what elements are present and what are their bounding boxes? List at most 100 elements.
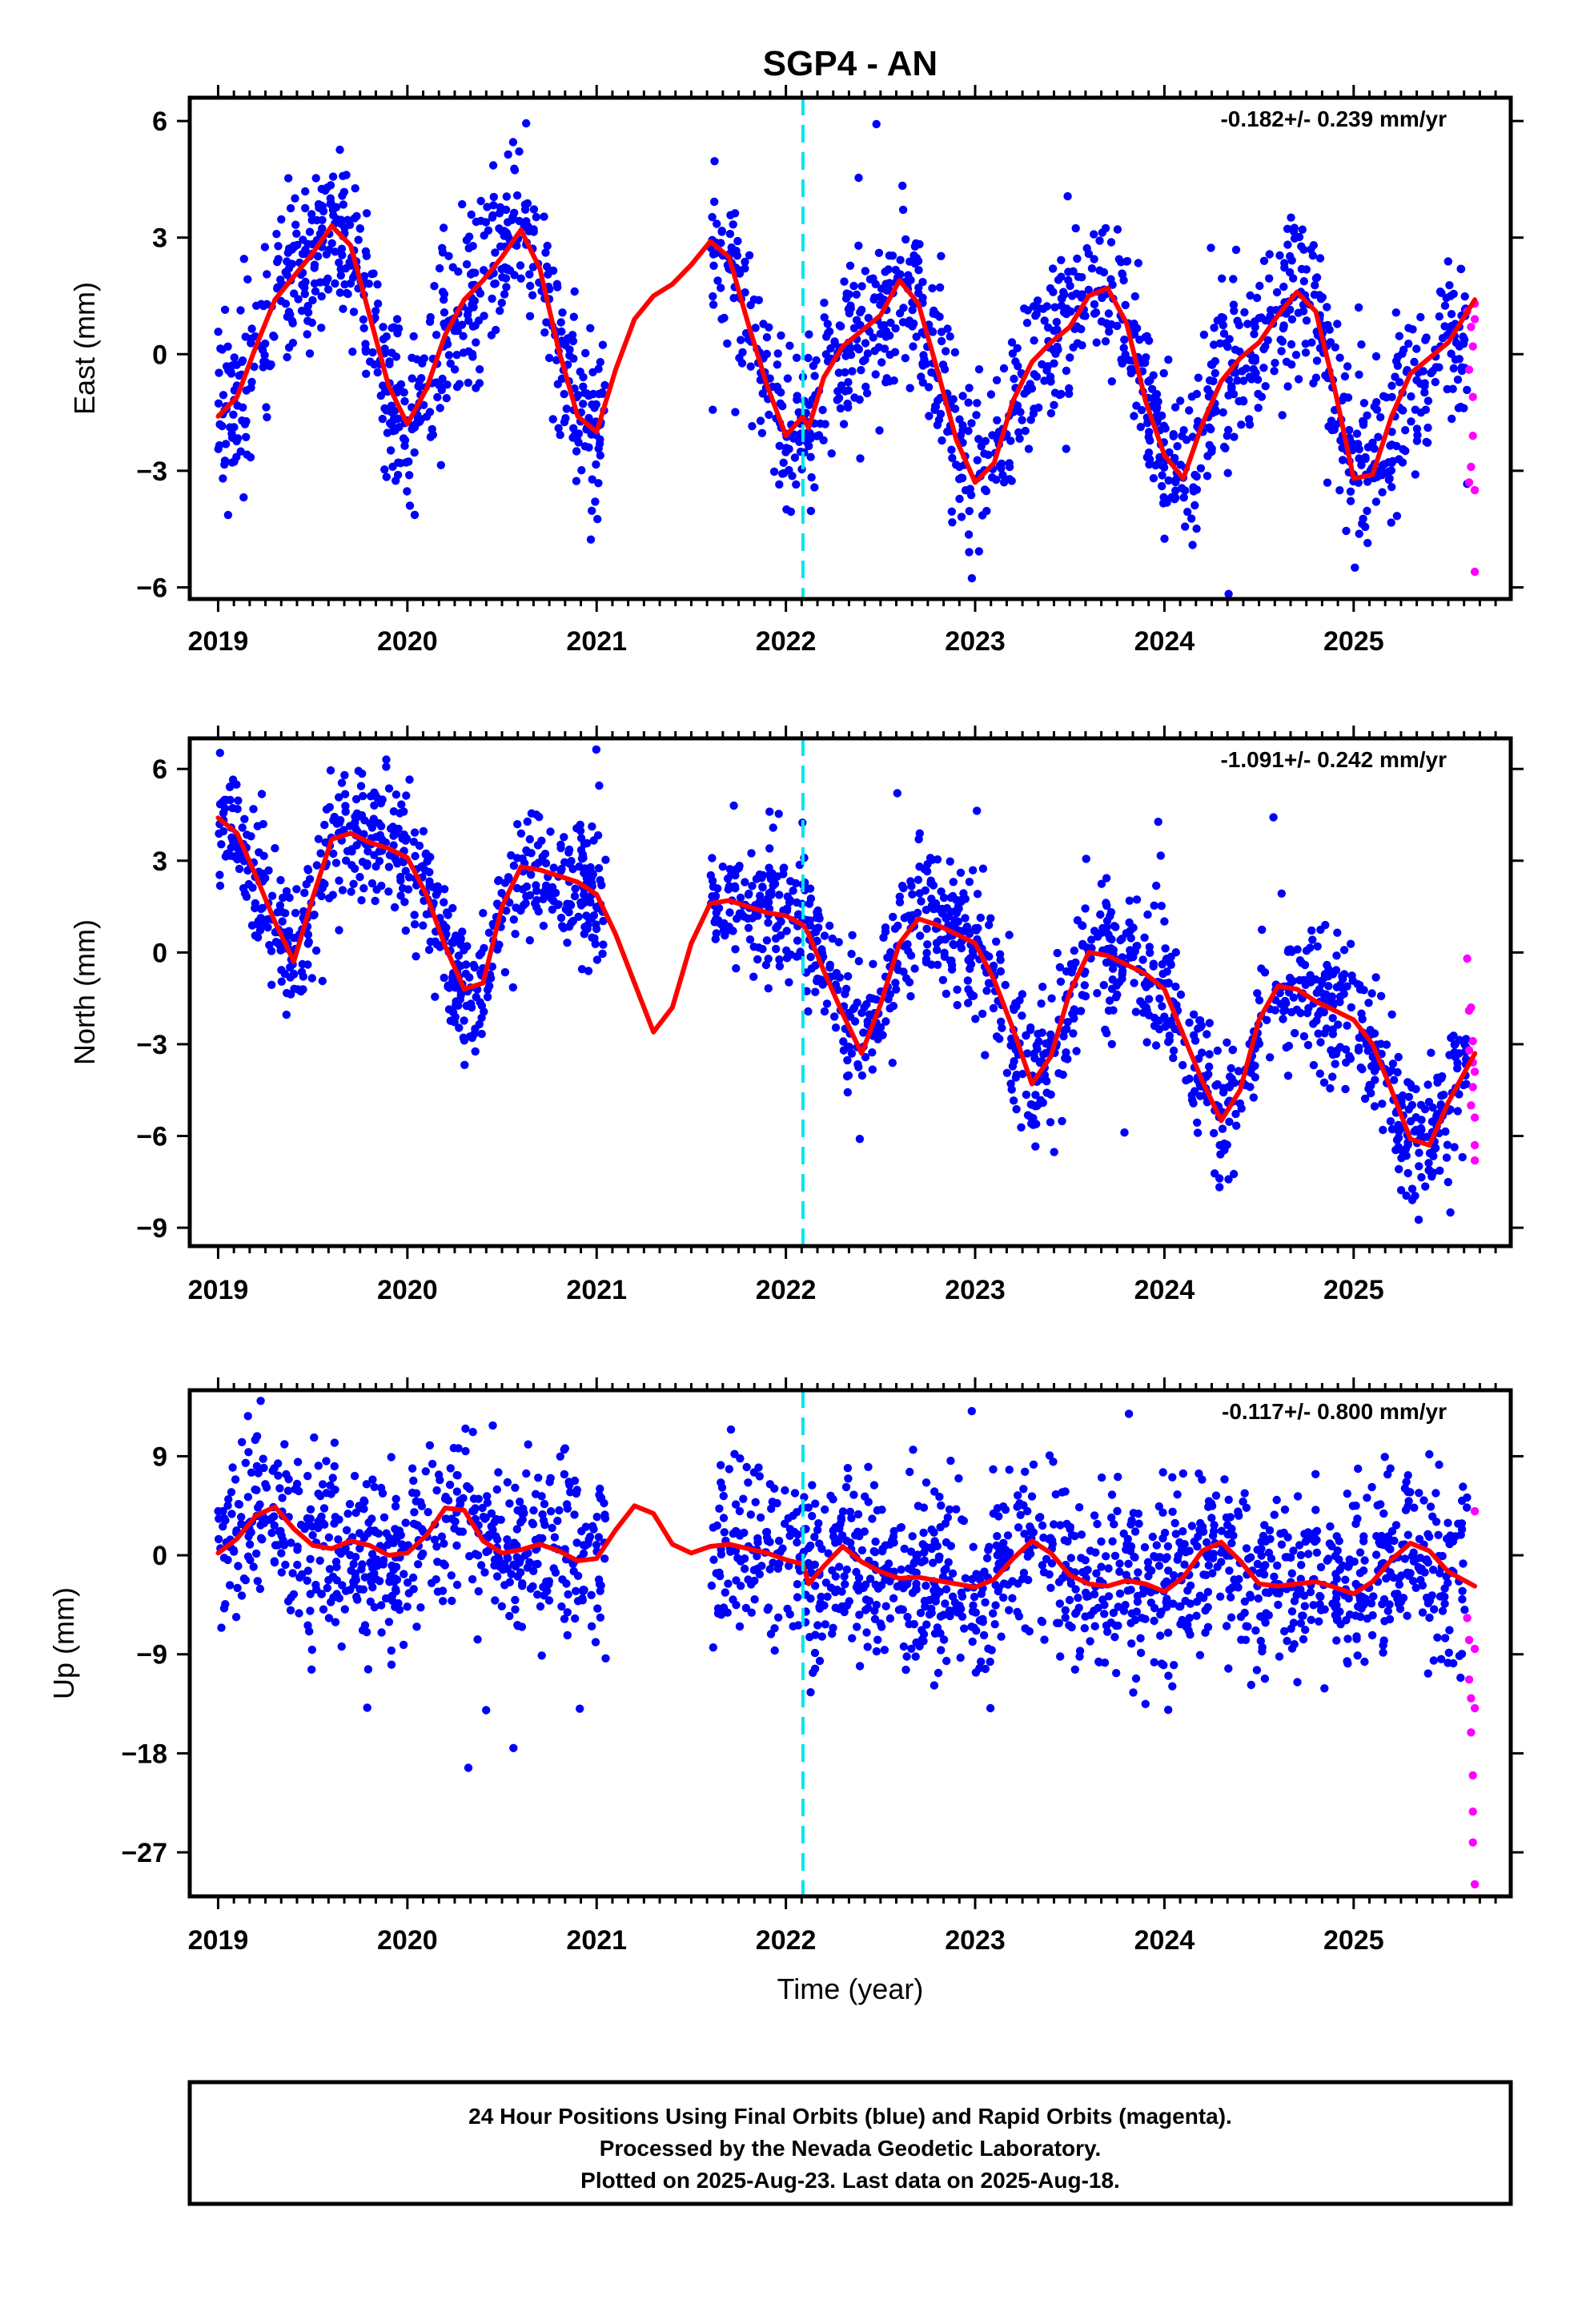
final-orbit-point (1407, 1100, 1417, 1110)
final-orbit-point (224, 366, 233, 375)
final-orbit-point (1108, 964, 1118, 973)
final-orbit-point (392, 315, 402, 324)
final-orbit-point (745, 889, 753, 899)
final-orbit-point (921, 1581, 930, 1590)
final-orbit-point (1158, 499, 1168, 508)
final-orbit-point (882, 374, 891, 383)
final-orbit-point (525, 936, 534, 945)
final-orbit-point (1265, 274, 1274, 283)
final-orbit-point (891, 324, 900, 333)
final-orbit-point (277, 215, 286, 224)
final-orbit-point (549, 863, 558, 872)
final-orbit-point (775, 962, 785, 971)
final-orbit-point (1021, 426, 1030, 436)
rapid-orbit-points (1463, 954, 1480, 1165)
final-orbit-point (1331, 1059, 1339, 1068)
final-orbit-point (249, 805, 258, 814)
final-orbit-point (1185, 1074, 1194, 1084)
final-orbit-point (1125, 896, 1134, 905)
final-orbit-point (456, 995, 464, 1004)
final-orbit-point (1328, 1072, 1337, 1081)
final-orbit-point (924, 383, 934, 392)
rapid-orbit-point (1468, 1083, 1477, 1092)
final-orbit-point (220, 460, 229, 469)
final-orbit-point (1170, 453, 1179, 463)
final-orbit-point (362, 1480, 371, 1489)
final-orbit-point (998, 471, 1007, 480)
final-orbit-point (1227, 1063, 1235, 1073)
final-orbit-point (588, 506, 596, 515)
final-orbit-point (1173, 442, 1182, 451)
final-orbit-point (585, 915, 594, 924)
final-orbit-point (377, 881, 386, 891)
final-orbit-point (542, 318, 551, 327)
final-orbit-point (1315, 254, 1325, 263)
final-orbit-point (569, 424, 578, 432)
final-orbit-point (1003, 1531, 1013, 1540)
final-orbit-point (1090, 309, 1099, 318)
final-orbit-point (577, 1526, 586, 1536)
final-orbit-point (232, 780, 241, 789)
final-orbit-point (368, 1475, 377, 1484)
final-orbit-point (299, 972, 307, 981)
final-orbit-point (943, 324, 952, 333)
final-orbit-point (777, 331, 785, 340)
final-orbit-point (1443, 1140, 1452, 1149)
final-orbit-point (1192, 485, 1202, 494)
final-orbit-point (442, 908, 452, 917)
final-orbit-point (717, 283, 725, 292)
final-orbit-point (1144, 1563, 1153, 1573)
final-orbit-point (1424, 1097, 1434, 1107)
final-orbit-point (550, 888, 559, 897)
final-orbit-point (1070, 946, 1079, 955)
final-orbit-point (559, 923, 568, 933)
final-orbit-point (942, 989, 951, 999)
final-orbit-point (1395, 378, 1404, 387)
final-orbit-point (964, 398, 973, 407)
final-orbit-point (707, 1581, 717, 1590)
final-orbit-point (923, 940, 932, 949)
final-orbit-point (762, 333, 772, 342)
final-orbit-point (479, 266, 488, 275)
final-orbit-point (252, 1462, 262, 1471)
x-tick-label: 2023 (945, 626, 1006, 657)
final-orbit-point (538, 852, 547, 862)
final-orbit-point (318, 883, 327, 893)
final-orbit-point (1430, 1605, 1439, 1614)
final-orbit-point (351, 184, 359, 193)
final-orbit-point (274, 242, 283, 251)
final-orbit-point (557, 327, 566, 336)
final-orbit-point (779, 870, 788, 879)
final-orbit-point (1164, 476, 1173, 485)
final-orbit-point (1311, 274, 1321, 283)
final-orbit-point (1447, 321, 1456, 331)
final-orbit-point (1169, 1046, 1178, 1055)
final-orbit-point (1279, 282, 1288, 292)
final-orbit-point (439, 920, 448, 929)
final-orbit-point (339, 304, 347, 313)
final-orbit-point (1077, 324, 1086, 334)
final-orbit-point (284, 308, 294, 316)
y-tick-label: 3 (152, 223, 167, 254)
final-orbit-point (294, 985, 303, 994)
final-orbit-point (853, 998, 861, 1007)
final-orbit-point (1026, 416, 1035, 424)
final-orbit-point (290, 289, 299, 298)
final-orbit-point (1164, 979, 1173, 988)
final-orbit-point (779, 468, 789, 478)
final-orbit-point (729, 1595, 737, 1604)
final-orbit-point (821, 420, 829, 428)
final-orbit-point (1165, 448, 1174, 457)
final-orbit-point (284, 927, 294, 935)
final-orbit-point (1047, 994, 1056, 1003)
final-orbit-point (468, 349, 477, 359)
final-orbit-point (335, 288, 344, 297)
final-orbit-point (1445, 281, 1454, 290)
final-orbit-point (921, 958, 931, 967)
final-orbit-point (758, 883, 767, 892)
final-orbit-point (1049, 287, 1058, 296)
final-orbit-point (295, 1609, 303, 1618)
final-orbit-point (1171, 948, 1181, 957)
final-orbit-point (370, 1482, 379, 1492)
final-orbit-point (805, 441, 813, 451)
